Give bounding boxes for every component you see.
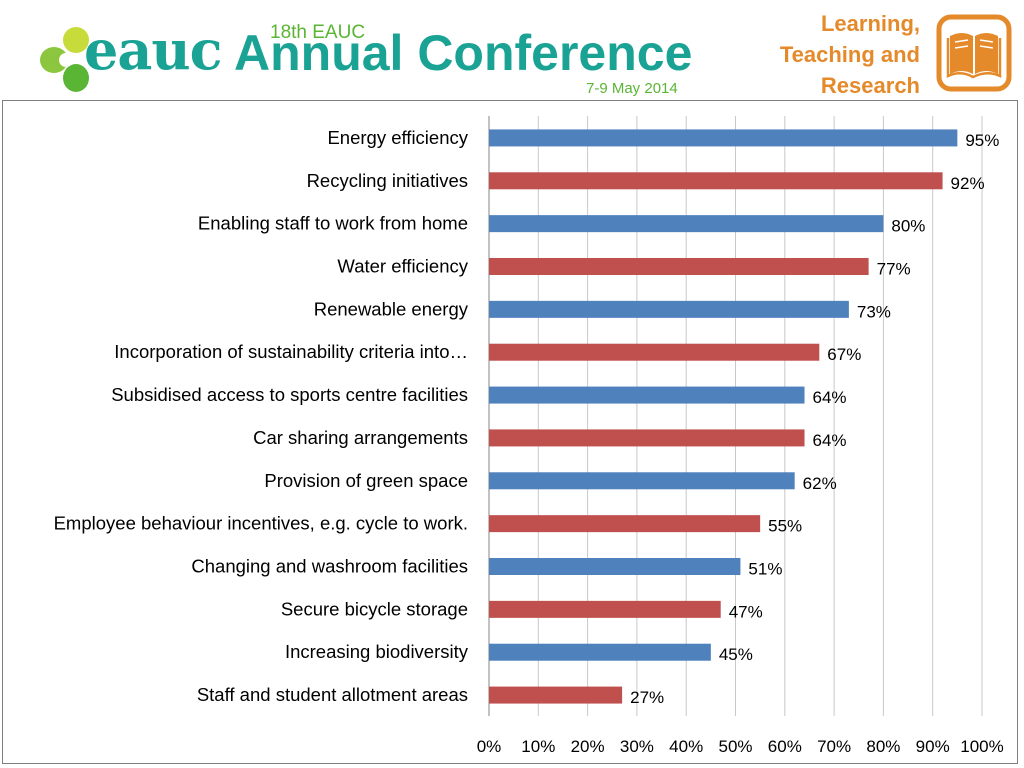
category-label: Increasing biodiversity [285, 641, 469, 662]
data-label: 55% [768, 517, 802, 536]
data-label: 92% [951, 174, 985, 193]
bar [489, 172, 943, 190]
bar [489, 600, 721, 618]
x-tick-label: 100% [960, 737, 1003, 756]
category-label: Changing and washroom facilities [191, 556, 468, 577]
eauc-logo-text: eauc [84, 18, 222, 82]
x-tick-label: 40% [669, 737, 703, 756]
data-label: 47% [729, 602, 763, 621]
x-tick-label: 20% [571, 737, 605, 756]
conference-title: Annual Conference [234, 25, 693, 81]
category-label: Enabling staff to work from home [198, 213, 468, 234]
category-label: Renewable energy [314, 298, 469, 319]
category-label: Subsidised access to sports centre facil… [111, 384, 468, 405]
category-label: Staff and student allotment areas [197, 684, 468, 705]
data-label: 62% [803, 474, 837, 493]
data-label: 73% [857, 302, 891, 321]
x-tick-label: 0% [477, 737, 502, 756]
theme-line-1: Learning, [820, 11, 920, 36]
data-label: 45% [719, 645, 753, 664]
bar [489, 515, 761, 533]
bar [489, 129, 958, 147]
bar [489, 300, 849, 318]
data-label: 77% [877, 260, 911, 279]
bar [489, 686, 623, 704]
data-label: 67% [827, 345, 861, 364]
category-label: Provision of green space [264, 470, 468, 491]
bar [489, 215, 884, 233]
data-label: 64% [813, 431, 847, 450]
header: eauc 18th EAUC Annual Conference 7-9 May… [0, 0, 1024, 100]
open-book-icon [936, 14, 1012, 92]
bar [489, 386, 805, 404]
chart-frame [2, 100, 1018, 764]
eauc-leaf-logo-icon [40, 27, 89, 92]
x-tick-label: 80% [866, 737, 900, 756]
data-label: 95% [965, 131, 999, 150]
conference-edition: 18th EAUC [270, 22, 366, 43]
data-label: 51% [748, 560, 782, 579]
bar [489, 429, 805, 447]
theme-line-2: Teaching and [779, 42, 920, 67]
category-label: Employee behaviour incentives, e.g. cycl… [54, 513, 468, 534]
data-label: 64% [813, 388, 847, 407]
data-label: 27% [630, 688, 664, 707]
data-label: 80% [891, 217, 925, 236]
category-label: Car sharing arrangements [253, 427, 468, 448]
bar [489, 472, 795, 490]
bar [489, 558, 741, 575]
conference-dates: 7-9 May 2014 [586, 80, 678, 97]
x-tick-label: 50% [718, 737, 752, 756]
theme-text: Learning, Teaching and Research [780, 8, 920, 101]
x-tick-label: 30% [620, 737, 654, 756]
category-label: Incorporation of sustainability criteria… [114, 341, 468, 362]
x-tick-label: 70% [817, 737, 851, 756]
bar [489, 343, 820, 361]
x-tick-label: 60% [768, 737, 802, 756]
category-label: Recycling initiatives [307, 170, 468, 191]
bar [489, 643, 711, 661]
theme-line-3: Research [820, 73, 920, 98]
category-label: Secure bicycle storage [281, 598, 468, 619]
x-tick-label: 90% [916, 737, 950, 756]
bar [489, 258, 869, 275]
x-tick-label: 10% [521, 737, 555, 756]
category-label: Energy efficiency [327, 127, 468, 148]
category-label: Water efficiency [337, 256, 468, 277]
